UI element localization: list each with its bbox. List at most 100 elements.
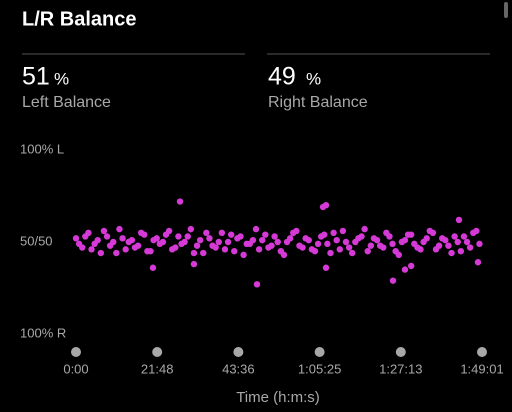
point [82,233,89,240]
point [317,233,325,240]
point [324,240,331,248]
stat-value: 51 [22,63,50,91]
point [423,235,430,242]
point [404,231,412,238]
point [271,233,278,240]
point [175,233,182,240]
point [237,233,244,240]
point [389,240,396,248]
point [314,240,322,248]
point [212,244,219,251]
point [327,249,334,257]
point [274,238,281,246]
point [311,248,319,255]
point [131,244,139,251]
x-tick-label: 0:00 [63,361,88,376]
scrollbar [504,2,508,18]
point [193,242,201,249]
point [119,235,126,242]
point [203,229,210,236]
point [339,227,347,235]
point [100,227,108,235]
x-tick-label: 1:05:25 [298,361,341,376]
point [190,260,198,268]
point [253,281,261,288]
point [460,233,468,240]
x-tick-dot [233,347,244,357]
point [473,227,480,235]
point [401,266,409,273]
stat-label: Right Balance [268,94,368,111]
point [156,240,163,248]
point [345,244,353,251]
point [322,264,330,271]
point [364,248,371,255]
x-tick-dot [71,347,81,357]
point [162,231,170,238]
point [125,238,132,246]
point [398,238,406,246]
point [386,233,393,240]
point [411,240,418,248]
point [200,249,207,257]
point [476,240,483,248]
point [342,238,350,246]
point [429,229,437,236]
point [268,242,275,249]
point [255,246,263,253]
point [454,238,461,246]
point [392,248,399,255]
point [218,229,226,236]
point [116,225,123,233]
point [221,246,229,253]
x-tick-dot [477,347,487,357]
point [330,229,337,236]
x-tick-dot [314,347,325,357]
point [333,236,340,244]
x-axis-label: Time (h:m:s) [236,389,320,406]
x-tick-dot [152,347,163,357]
point [380,244,387,251]
point [455,216,463,224]
point [445,242,452,249]
point [176,198,184,205]
stat-value: 49 [268,63,296,91]
point [106,242,114,249]
point [435,242,443,249]
point [407,262,415,270]
point [262,231,269,238]
point [144,248,151,255]
point [280,251,288,259]
point [319,203,327,211]
point [349,249,356,257]
point [252,225,260,233]
point [417,246,424,253]
point [389,277,397,284]
point [474,259,482,266]
point [184,233,191,240]
point [72,235,80,242]
point [149,264,157,271]
point [249,236,257,244]
point [355,235,362,242]
point [305,236,312,244]
point [181,238,188,246]
point [336,246,343,253]
point [466,244,474,251]
x-tick-label: 1:49:01 [460,361,503,376]
point [259,236,266,244]
point [361,225,368,233]
point [215,238,222,246]
point [286,235,294,242]
point [448,249,455,257]
point [463,238,471,246]
point [75,240,83,248]
x-tick-label: 1:27:13 [379,361,422,376]
stat-unit: % [306,69,321,88]
point [442,236,449,244]
point [169,246,176,253]
point [94,236,101,244]
point [97,249,105,257]
point [231,248,238,255]
